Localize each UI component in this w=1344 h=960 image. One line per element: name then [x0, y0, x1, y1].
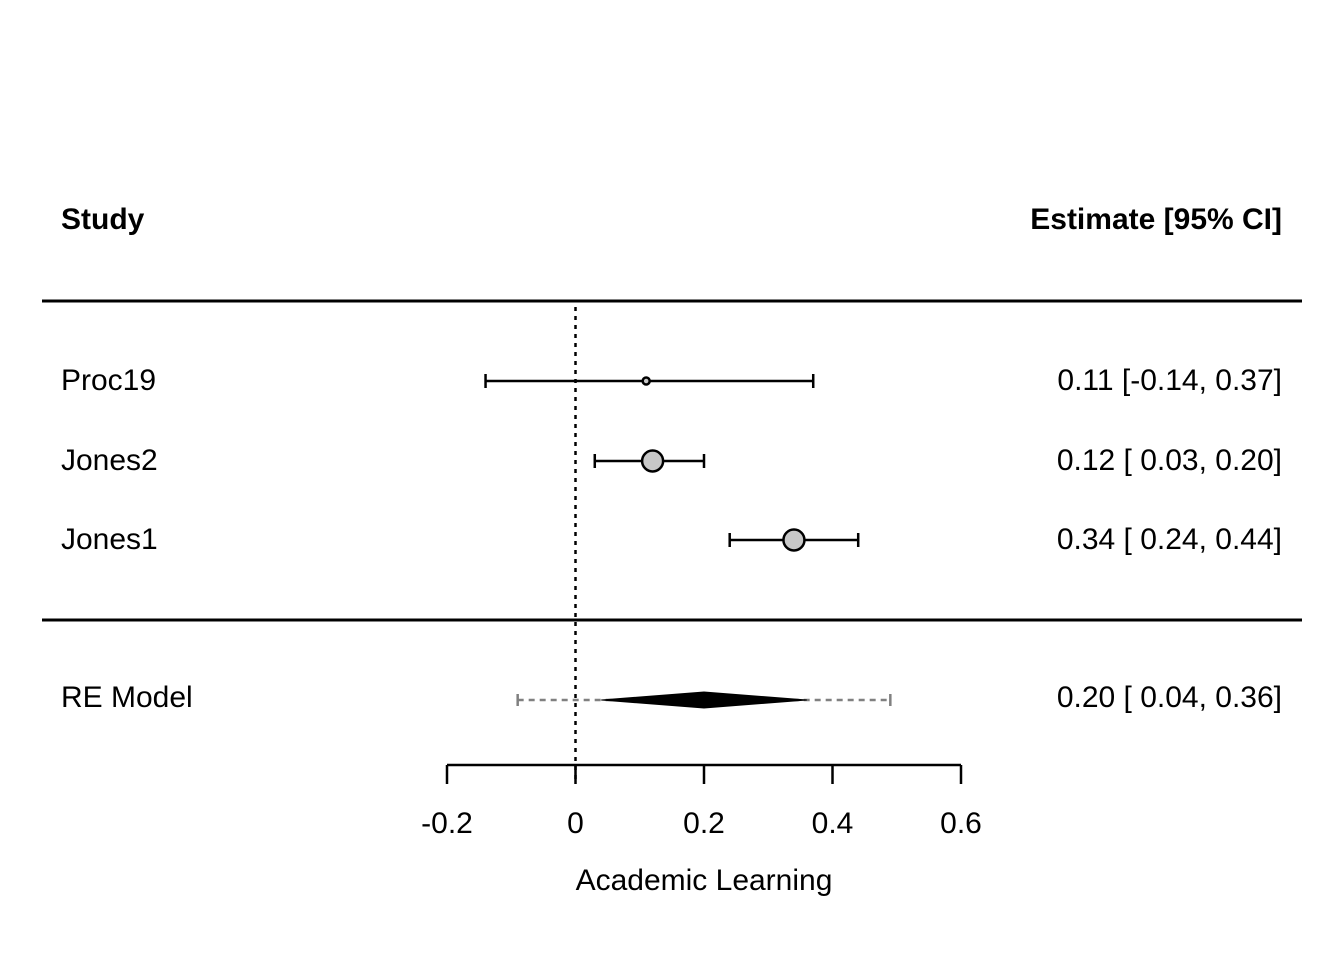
summary-estimate-label: 0.20 [ 0.04, 0.36] — [1057, 681, 1282, 714]
estimate-label: 0.11 [-0.14, 0.37] — [1057, 364, 1282, 397]
summary-diamond — [601, 691, 807, 709]
point-estimate — [641, 376, 651, 386]
study-row-proc19: Proc19 0.11 [-0.14, 0.37] — [61, 364, 1282, 397]
study-name: Jones1 — [61, 523, 158, 556]
study-name: Proc19 — [61, 364, 156, 397]
header-estimate: Estimate [95% CI] — [1030, 203, 1282, 236]
x-tick-label: -0.2 — [421, 807, 473, 840]
header-study: Study — [61, 203, 145, 236]
study-row-jones1: Jones1 0.34 [ 0.24, 0.44] — [61, 523, 1282, 556]
point-estimate — [640, 449, 665, 473]
x-axis: -0.2 0 0.2 0.4 0.6 — [421, 763, 982, 840]
x-axis-label: Academic Learning — [576, 864, 833, 897]
summary-name: RE Model — [61, 681, 193, 714]
x-tick-label: 0.2 — [683, 807, 725, 840]
estimate-label: 0.34 [ 0.24, 0.44] — [1057, 523, 1282, 556]
study-rows: Proc19 0.11 [-0.14, 0.37] Jones2 0.12 [ 0.0… — [61, 364, 1282, 556]
study-row-jones2: Jones2 0.12 [ 0.03, 0.20] — [61, 444, 1282, 477]
study-name: Jones2 — [61, 444, 158, 477]
x-tick-label: 0 — [567, 807, 584, 840]
x-tick-label: 0.6 — [940, 807, 982, 840]
estimate-label: 0.12 [ 0.03, 0.20] — [1057, 444, 1282, 477]
summary-row: RE Model 0.20 [ 0.04, 0.36] — [61, 681, 1282, 714]
x-tick-label: 0.4 — [812, 807, 854, 840]
point-estimate — [782, 528, 806, 552]
